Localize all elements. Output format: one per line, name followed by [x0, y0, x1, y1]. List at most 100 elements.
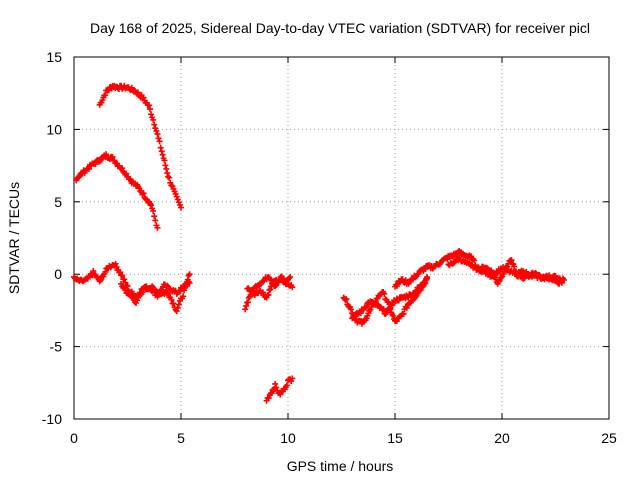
data-point — [282, 281, 289, 288]
data-point — [243, 302, 250, 309]
data-point — [244, 299, 251, 306]
data-point — [389, 302, 396, 309]
data-point — [91, 271, 98, 278]
data-point — [148, 202, 155, 209]
data-point — [400, 310, 407, 317]
data-point — [117, 269, 124, 276]
y-tick-label: 15 — [46, 49, 62, 65]
data-point — [184, 276, 191, 283]
data-point — [170, 300, 177, 307]
data-point — [133, 297, 140, 304]
data-point — [173, 193, 180, 200]
y-tick-label: -10 — [42, 411, 62, 427]
data-point — [480, 267, 487, 274]
data-point — [162, 162, 169, 169]
data-point — [283, 382, 290, 389]
data-point — [267, 286, 274, 293]
data-point — [151, 121, 158, 128]
data-point — [265, 291, 272, 298]
data-point — [387, 306, 394, 313]
data-point — [357, 310, 364, 317]
data-point — [102, 268, 109, 275]
series-track-7 — [263, 375, 296, 404]
data-point — [174, 304, 181, 311]
x-tick-label: 10 — [280, 430, 296, 446]
axes — [73, 56, 610, 420]
data-point — [124, 283, 131, 290]
data-point — [289, 284, 296, 291]
data-point — [146, 106, 153, 113]
data-point — [90, 268, 97, 275]
data-point — [343, 296, 350, 303]
data-point — [424, 274, 431, 281]
data-point — [186, 271, 193, 278]
data-point — [242, 306, 249, 313]
data-point — [85, 165, 92, 172]
y-axis-label: SDTVAR / TECUs — [6, 182, 22, 294]
data-point — [140, 94, 147, 101]
data-point — [123, 170, 130, 177]
x-axis-label: GPS time / hours — [287, 458, 394, 474]
chart-title: Day 168 of 2025, Sidereal Day-to-day VTE… — [90, 20, 590, 36]
data-point — [286, 275, 293, 282]
x-tick-label: 25 — [601, 430, 617, 446]
data-point — [342, 296, 349, 303]
data-point — [273, 384, 280, 391]
data-point — [156, 138, 163, 145]
data-point — [153, 127, 160, 134]
data-point — [158, 148, 165, 155]
y-tick-label: 0 — [54, 266, 62, 282]
data-point — [148, 111, 155, 118]
data-point — [97, 277, 104, 284]
data-point — [289, 375, 296, 382]
data-point — [486, 270, 493, 277]
data-point — [155, 135, 162, 142]
data-point — [121, 276, 128, 283]
data-marks — [71, 82, 568, 404]
data-point — [112, 260, 119, 267]
data-point — [268, 389, 275, 396]
x-ticks: 0 5 10 15 20 25 — [70, 57, 617, 446]
data-point — [157, 144, 164, 151]
data-point — [181, 287, 188, 294]
data-point — [140, 190, 147, 197]
data-point — [508, 257, 515, 264]
x-tick-label: 5 — [177, 430, 185, 446]
series-track-1 — [96, 82, 184, 211]
data-point — [154, 131, 161, 138]
data-point — [151, 213, 158, 220]
data-point — [119, 165, 126, 172]
data-point — [173, 308, 180, 315]
data-point — [381, 290, 388, 297]
data-point — [122, 279, 129, 286]
data-point — [176, 288, 183, 295]
data-point — [145, 102, 152, 109]
data-point — [180, 293, 187, 300]
y-tick-label: 10 — [46, 121, 62, 137]
series-track-9 — [349, 274, 431, 322]
y-ticks: -10 -5 0 5 10 15 — [42, 49, 609, 427]
data-point — [159, 151, 166, 158]
data-point — [163, 165, 170, 172]
data-point — [161, 157, 168, 164]
data-point — [399, 276, 406, 283]
data-point — [122, 286, 129, 293]
data-point — [151, 285, 158, 292]
data-point — [287, 274, 294, 281]
data-point — [109, 154, 116, 161]
data-point — [390, 312, 397, 319]
data-point — [96, 158, 103, 165]
data-point — [348, 306, 355, 313]
data-point — [113, 263, 120, 270]
series-track-6 — [244, 274, 294, 301]
data-point — [363, 303, 370, 310]
data-point — [92, 161, 99, 168]
data-point — [471, 257, 478, 264]
data-point — [102, 92, 109, 99]
data-point — [119, 272, 126, 279]
data-point — [174, 196, 181, 203]
x-tick-label: 0 — [70, 430, 78, 446]
plot-frame — [73, 56, 610, 420]
x-tick-label: 20 — [494, 430, 510, 446]
